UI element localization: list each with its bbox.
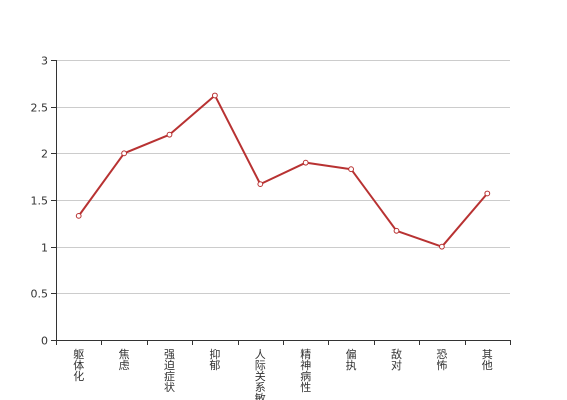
data-point[interactable] [484, 190, 491, 197]
x-category-label: 人际关系敏感 [255, 348, 266, 400]
data-point[interactable] [166, 131, 173, 138]
x-category-label: 躯体化 [73, 348, 84, 383]
x-category-label: 敌对 [391, 347, 402, 372]
series-line [77, 94, 489, 248]
data-point[interactable] [439, 243, 445, 250]
axes [51, 60, 511, 345]
y-tick-labels: 0 0.5 1 1.5 2 2.5 3 [31, 55, 49, 348]
data-point[interactable] [75, 212, 82, 219]
y-tick-label: 0 [41, 335, 48, 348]
data-point[interactable] [393, 227, 400, 234]
x-category-label: 抑郁 [209, 347, 220, 372]
x-category-label: 精神病性 [300, 348, 311, 394]
x-tick-labels: 躯体化 焦虑 强迫症状 抑郁 人际关系敏感 精神病性 偏执 敌对 恐怖 其他 [73, 347, 493, 400]
x-category-label: 恐怖 [436, 348, 447, 372]
x-category-label: 强迫症状 [164, 348, 175, 394]
grid-lines [56, 60, 510, 294]
y-tick-label: 2.5 [31, 102, 49, 115]
y-tick-label: 1.5 [31, 195, 49, 208]
series-line-group [77, 94, 489, 248]
y-tick-label: 0.5 [31, 288, 49, 301]
y-tick-label: 3 [41, 55, 48, 68]
data-point[interactable] [121, 150, 127, 157]
data-point[interactable] [302, 159, 309, 166]
x-category-label: 偏执 [346, 347, 357, 372]
y-tick-label: 1 [41, 242, 48, 255]
x-category-label: 焦虑 [119, 348, 130, 372]
x-category-label: 其他 [482, 348, 493, 372]
data-point[interactable] [212, 92, 218, 99]
data-point[interactable] [348, 166, 355, 173]
data-points [75, 92, 491, 250]
data-point[interactable] [257, 181, 264, 188]
y-tick-label: 2 [41, 148, 48, 161]
